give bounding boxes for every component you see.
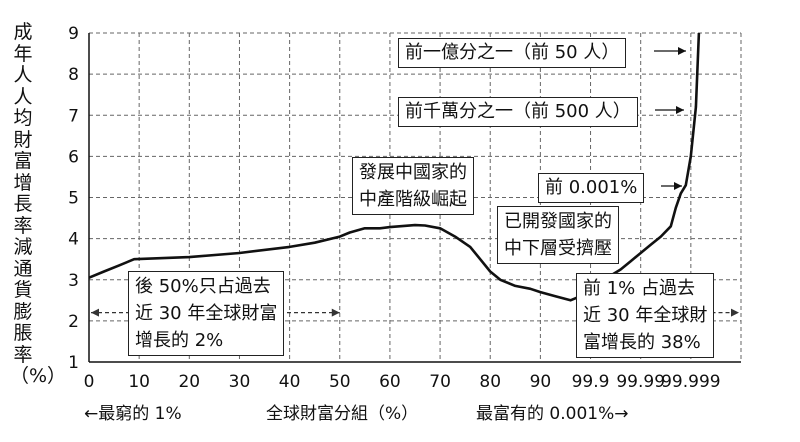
range-arrowhead <box>91 308 99 317</box>
annotation-developing: 發展中國家的 中產階級崛起 <box>352 157 474 215</box>
annotation-top1: 前 1% 占過去 近 30 年全球財 富增長的 38% <box>576 273 715 358</box>
x-axis-label: 全球財富分組（%） <box>266 404 419 424</box>
x-left-note: ←最窮的 1% <box>84 404 182 424</box>
annotation-advanced: 已開發國家的 中下層受擠壓 <box>497 206 619 264</box>
annotation-bottom50: 後 50%只占過去 近 30 年全球財富 增長的 2% <box>128 271 285 356</box>
x-tick-label: 90 <box>530 372 552 392</box>
x-tick-label: 30 <box>229 372 251 392</box>
x-tick-label: 60 <box>379 372 401 392</box>
x-tick-label: 80 <box>479 372 501 392</box>
y-tick-label: 5 <box>68 189 79 209</box>
y-tick-label: 2 <box>68 312 79 332</box>
series-line <box>88 32 701 302</box>
y-tick-label: 9 <box>68 24 79 44</box>
range-arrowhead <box>331 308 340 317</box>
x-tick-label: 99.9 <box>572 372 610 392</box>
y-tick-label: 3 <box>68 271 79 291</box>
y-tick-label: 8 <box>68 65 79 85</box>
x-tick-label: 20 <box>178 372 200 392</box>
x-tick-label: 50 <box>329 372 351 392</box>
x-tick-label: 99.99 <box>616 372 665 392</box>
x-tick-label: 10 <box>128 372 150 392</box>
x-tick-label: 70 <box>429 372 451 392</box>
axes <box>88 33 741 363</box>
x-right-note: 最富有的 0.001%→ <box>476 404 629 424</box>
y-tick-label: 7 <box>68 106 79 126</box>
y-axis-label: 成年人人均財富增長率減通貨膨脹率（%） <box>10 21 67 387</box>
annotation-pointers <box>654 47 686 190</box>
pointer-arrowhead <box>674 182 682 190</box>
x-tick-label: 0 <box>84 372 95 392</box>
annotation-top500: 前千萬分之一（前 500 人） <box>398 97 638 127</box>
y-tick-label: 1 <box>68 353 79 373</box>
pointer-arrowhead <box>678 47 686 55</box>
y-tick-label: 6 <box>68 147 79 167</box>
x-tick-label: 40 <box>279 372 301 392</box>
range-arrowhead <box>731 308 739 317</box>
pointer-arrowhead <box>676 106 684 114</box>
annotation-top0001: 前 0.001% <box>538 173 645 203</box>
annotation-top50: 前一億分之一（前 50 人） <box>398 38 627 68</box>
y-tick-label: 4 <box>68 230 79 250</box>
x-tick-label: 99.999 <box>661 372 720 392</box>
